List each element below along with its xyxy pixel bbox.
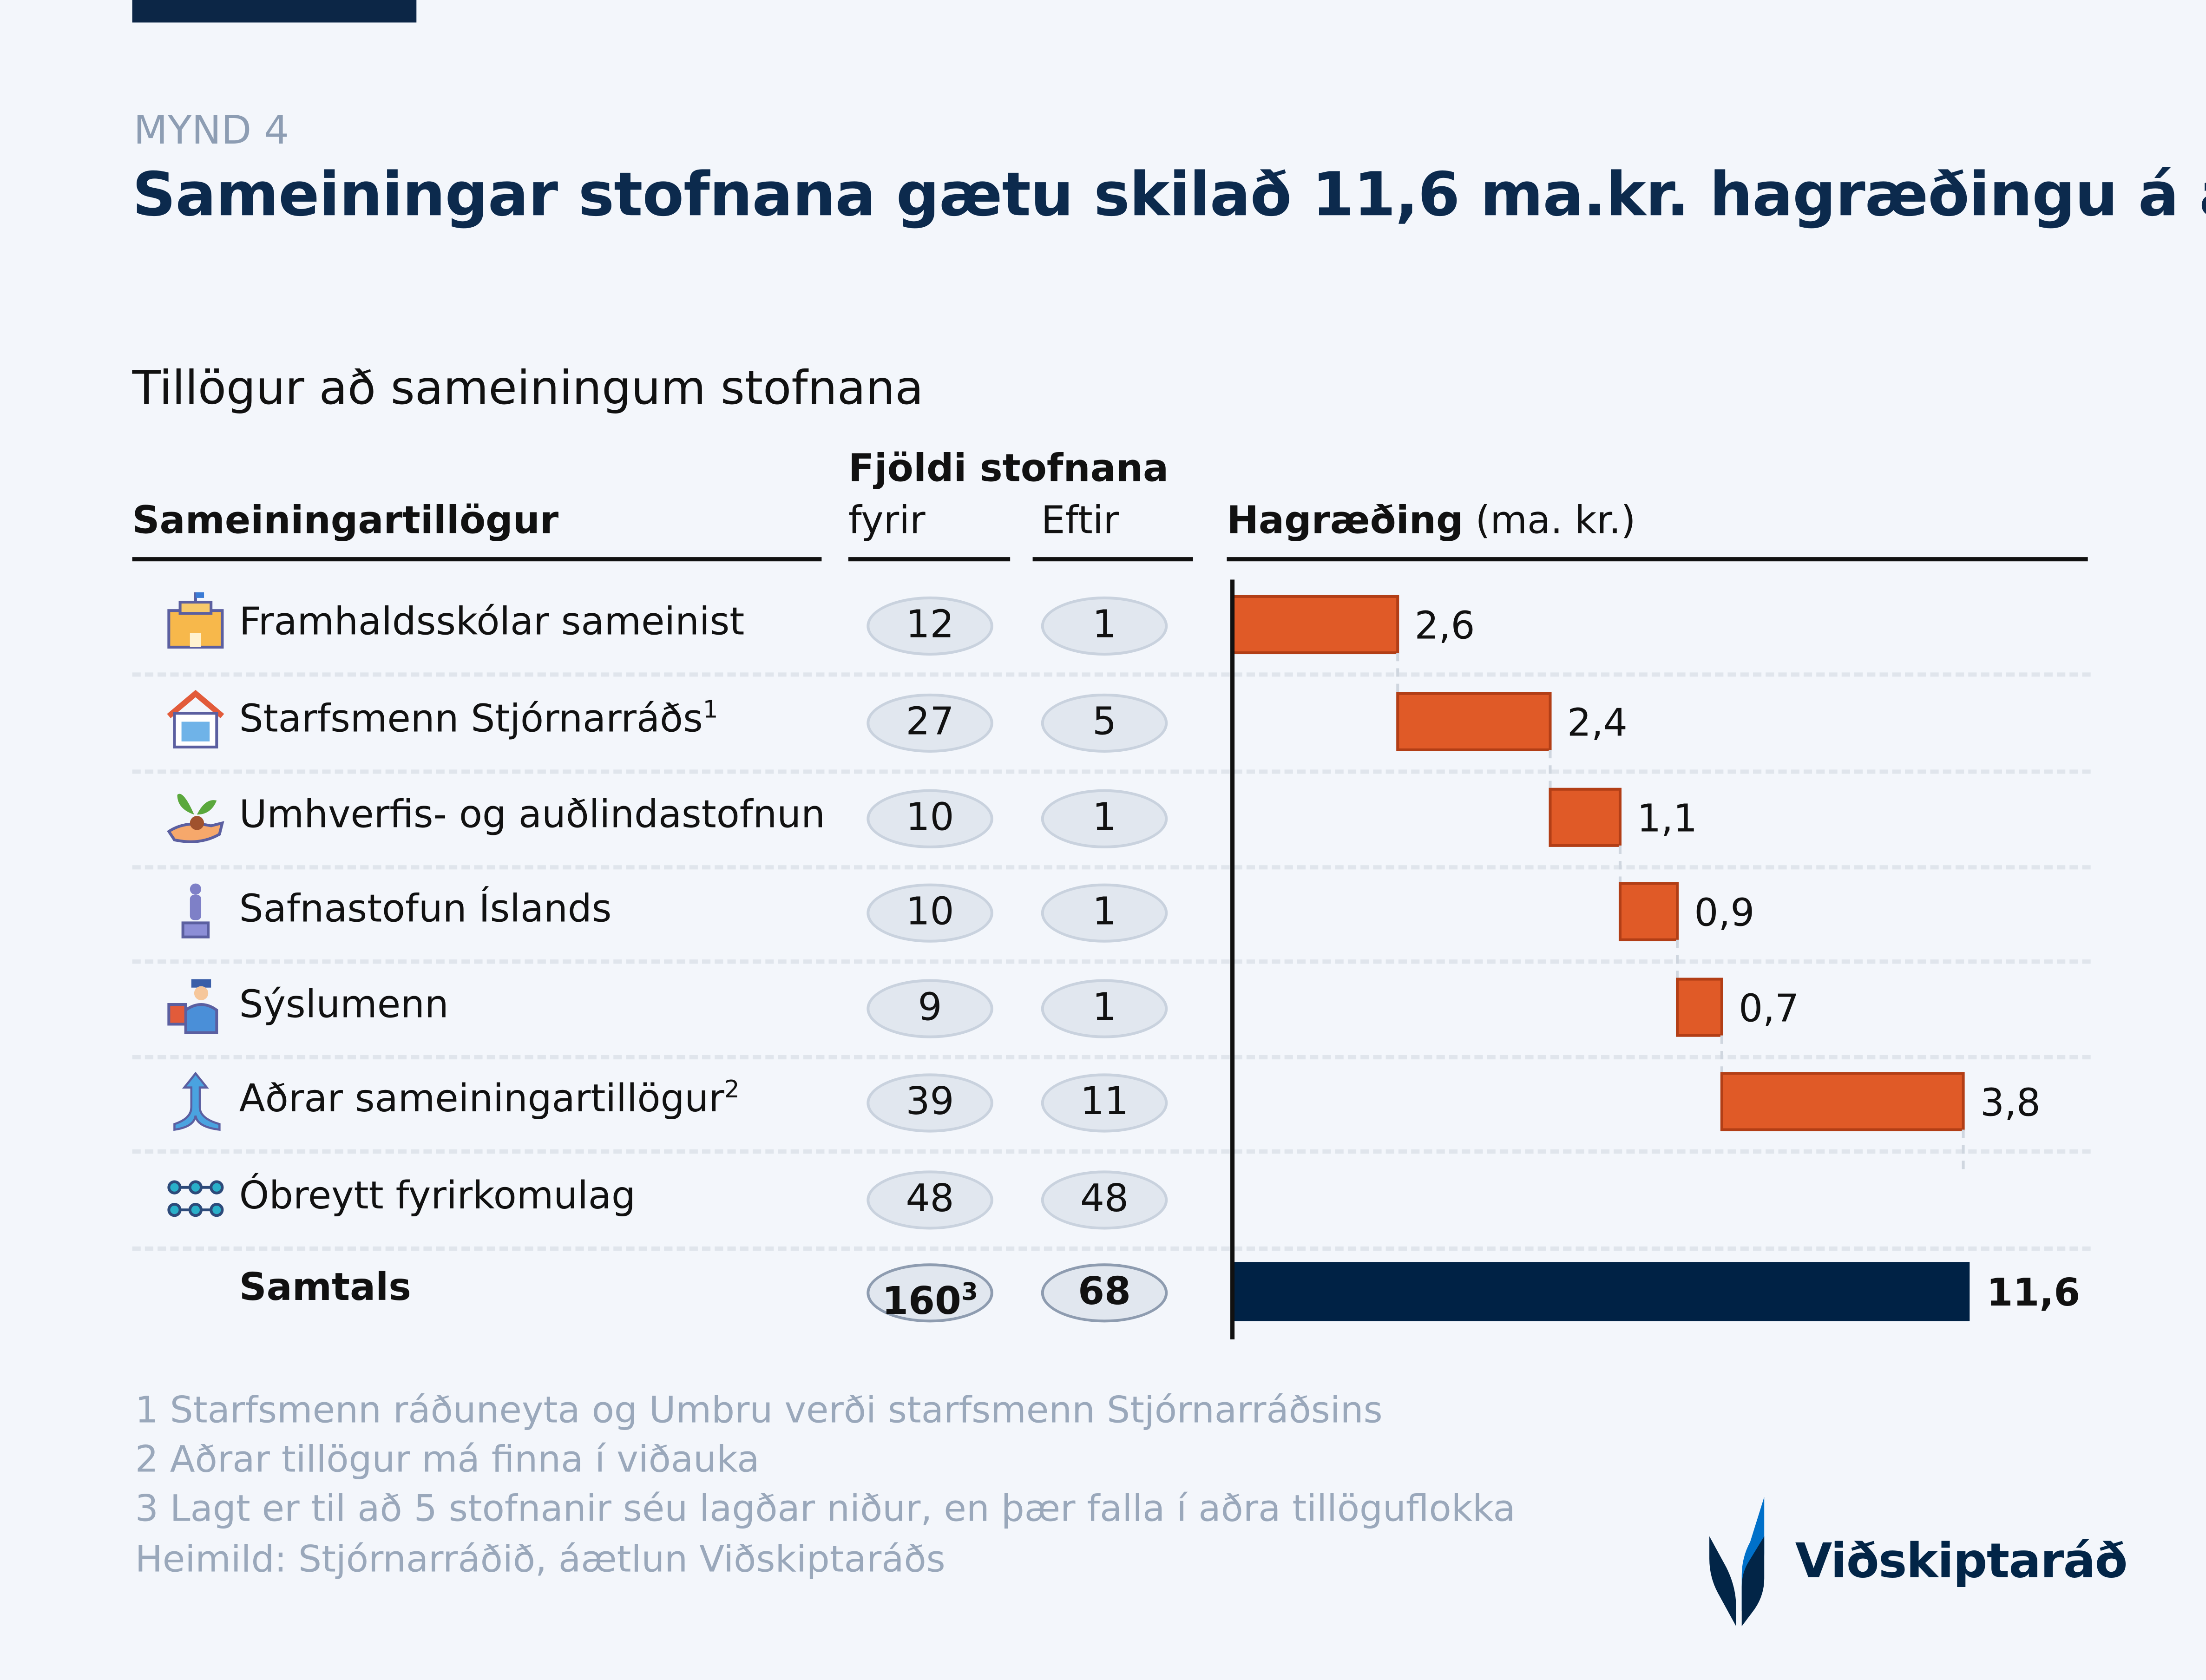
statue-icon [181,883,210,938]
total-before-value: 160 [882,1280,961,1324]
savings-value-label: 1,1 [1637,797,1697,841]
header-underline [1032,557,1193,562]
page-title: Sameiningar stofnana gætu skilað 11,6 ma… [132,160,2206,231]
row-label: Sýslumenn [239,982,449,1027]
header-underline [848,557,1011,562]
before-count: 39 [867,1073,993,1133]
total-value-label: 11,6 [1987,1271,2081,1315]
logo: Viðskiptaráð [1705,1494,2127,1635]
savings-bar [1549,788,1622,847]
savings-bar [1618,882,1679,941]
row-label-text: Safnastofun Íslands [239,887,612,932]
total-bar [1232,1262,1970,1321]
before-count: 10 [867,883,993,943]
row-label: Framhaldsskólar sameinist [239,599,745,644]
logo-mark-icon [1709,1496,1765,1627]
header-underline [1227,557,2088,562]
row-separator [132,769,2091,774]
savings-value-label: 0,9 [1694,891,1754,935]
row-separator [132,1246,2091,1251]
savings-value-label: 2,4 [1567,701,1628,745]
savings-bar [1676,978,1723,1037]
row-label-text: Starfsmenn Stjórnarráðs [239,697,703,742]
school-building-icon [167,592,224,649]
row-label: Aðrar sameiningartillögur2 [239,1076,740,1121]
total-before-count: 1603 [867,1263,993,1324]
row-label-text: Aðrar sameiningartillögur [239,1077,724,1122]
savings-value-label: 0,7 [1739,986,1799,1030]
after-header: Eftir [1041,499,1119,543]
before-count: 27 [867,693,993,753]
hand-plant-icon [167,794,224,843]
before-count: 10 [867,789,993,848]
before-count: 12 [867,596,993,656]
total-after-count: 68 [1041,1263,1168,1323]
header-underline [132,557,822,562]
after-count: 1 [1041,979,1168,1038]
savings-header: Hagræðing (ma. kr.) [1227,499,1635,543]
after-count: 11 [1041,1073,1168,1133]
after-count: 1 [1041,883,1168,943]
row-label: Óbreytt fyrirkomulag [239,1173,636,1218]
footnote: 1 Starfsmenn ráðuneyta og Umbru verði st… [135,1390,1383,1432]
after-count: 1 [1041,596,1168,656]
top-accent-bar [132,0,417,23]
savings-value-label: 3,8 [1980,1081,2041,1125]
before-header: fyrir [848,499,926,543]
row-label-text: Óbreytt fyrirkomulag [239,1175,636,1219]
proposals-header: Sameiningartillögur [132,499,559,543]
footnote-ref: 1 [703,696,718,725]
after-count: 5 [1041,693,1168,753]
figure-label: MYND 4 [133,107,289,154]
logo-text: Viðskiptaráð [1795,1533,2128,1590]
network-dots-icon [167,1180,224,1217]
before-count: 48 [867,1170,993,1230]
row-label: Starfsmenn Stjórnarráðs1 [239,696,718,742]
row-label: Safnastofun Íslands [239,886,612,932]
row-separator [132,865,2091,870]
source-note: Heimild: Stjórnarráðið, áætlun Viðskipta… [135,1539,945,1582]
official-person-icon [167,979,218,1034]
savings-bar [1720,1072,1965,1131]
before-count: 9 [867,979,993,1038]
row-separator [132,1055,2091,1060]
row-separator [132,1149,2091,1154]
row-label-text: Framhaldsskólar sameinist [239,600,745,644]
savings-header-bold: Hagræðing [1227,499,1464,543]
savings-bar [1396,692,1552,751]
house-book-icon [167,689,224,748]
savings-value-label: 2,6 [1415,604,1475,648]
footnote-ref: 3 [961,1279,978,1307]
row-separator [132,959,2091,964]
total-label: Samtals [239,1266,411,1310]
row-label-text: Umhverfis- og auðlindastofnun [239,793,825,837]
row-separator [132,672,2091,677]
after-count: 1 [1041,789,1168,848]
row-label-text: Sýslumenn [239,983,449,1027]
savings-bar [1231,595,1399,655]
merge-arrow-icon [173,1071,221,1131]
savings-unit: (ma. kr.) [1475,499,1636,543]
footnote: 2 Aðrar tillögur má finna í viðauka [135,1439,760,1482]
row-label: Umhverfis- og auðlindastofnun [239,792,825,837]
count-group-header: Fjöldi stofnana [848,447,1169,491]
after-count: 48 [1041,1170,1168,1230]
footnote-ref: 2 [724,1076,740,1105]
subtitle: Tillögur að sameiningum stofnana [132,360,924,415]
footnote: 3 Lagt er til að 5 stofnanir séu lagðar … [135,1488,1516,1531]
